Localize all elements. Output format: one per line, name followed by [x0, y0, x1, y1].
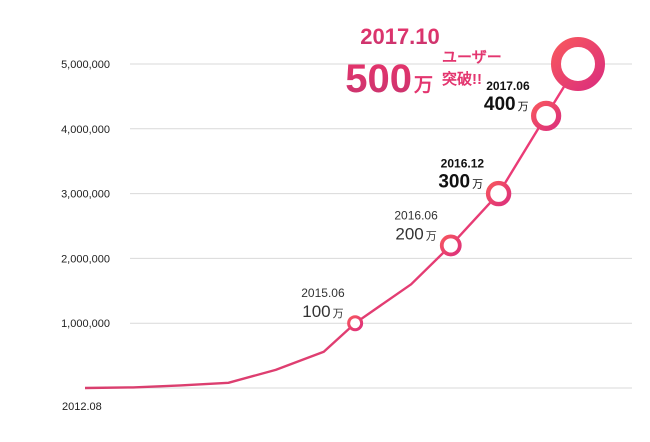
highlight-message: 突破!! — [442, 70, 482, 88]
milestone-value: 200 — [395, 224, 423, 243]
highlight-value: 500 — [345, 57, 412, 101]
milestone-value: 400 — [484, 94, 516, 115]
milestone-value: 100 — [302, 302, 330, 321]
milestone-marker — [531, 100, 562, 131]
y-tick-label: 1,000,000 — [61, 318, 110, 330]
milestone-unit: 万 — [426, 230, 437, 242]
milestone-unit: 万 — [472, 179, 483, 191]
y-tick-label: 2,000,000 — [61, 253, 110, 265]
y-tick-label: 5,000,000 — [61, 59, 110, 71]
series-line — [84, 63, 580, 390]
highlight-marker — [551, 37, 605, 91]
milestone-date: 2016.12 — [441, 157, 485, 171]
milestone-marker — [347, 315, 364, 332]
milestone-date: 2016.06 — [394, 208, 438, 222]
highlight-unit: 万 — [413, 75, 433, 96]
milestone-date: 2015.06 — [301, 286, 345, 300]
milestone-unit: 万 — [333, 308, 344, 320]
y-tick-label: 3,000,000 — [61, 189, 110, 201]
milestone-unit: 万 — [518, 101, 529, 113]
highlight-message: ユーザー — [442, 49, 502, 66]
x-tick-label: 2012.08 — [62, 401, 102, 413]
milestone-label: 2015.06 100 万 — [301, 286, 345, 321]
milestone-marker — [439, 234, 462, 257]
highlight-date: 2017.10 — [360, 24, 440, 49]
y-tick-label: 4,000,000 — [61, 124, 110, 136]
milestone-label: 2016.06 200 万 — [394, 208, 438, 243]
milestone-value: 300 — [438, 172, 470, 193]
milestone-marker — [485, 180, 512, 207]
milestone-date: 2017.06 — [486, 79, 530, 93]
